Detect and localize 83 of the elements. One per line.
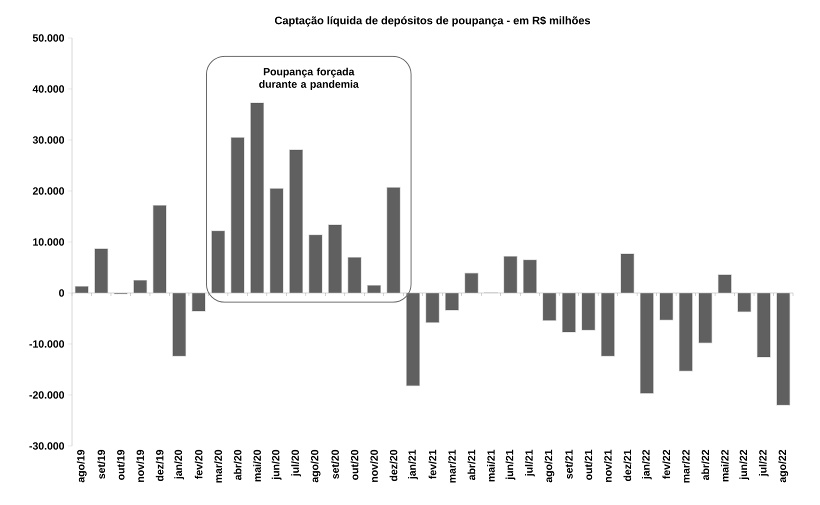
x-tick-label: set/21 bbox=[565, 450, 573, 479]
bar bbox=[464, 272, 478, 294]
bar bbox=[386, 187, 400, 294]
bar bbox=[718, 274, 732, 294]
bar bbox=[698, 292, 712, 344]
x-tick-label: abr/20 bbox=[234, 450, 242, 480]
bar bbox=[172, 292, 186, 357]
x-tick-label: jul/22 bbox=[758, 450, 769, 476]
x-tick-label: jun/20 bbox=[272, 450, 282, 480]
bar bbox=[756, 292, 771, 358]
x-tick-label: mar/22 bbox=[682, 450, 690, 483]
x-tick-label: dez/19 bbox=[156, 450, 164, 482]
bar bbox=[250, 102, 264, 294]
x-tick-label: fev/22 bbox=[662, 450, 670, 479]
x-tick-label: fev/21 bbox=[428, 450, 436, 479]
bar bbox=[600, 292, 615, 357]
x-tick-label: ago/21 bbox=[544, 450, 554, 482]
x-tick-label: nov/20 bbox=[370, 450, 378, 482]
bar bbox=[328, 224, 342, 294]
bar bbox=[74, 286, 89, 294]
y-tick-label: 50.000 bbox=[32, 34, 64, 42]
bar bbox=[133, 280, 148, 294]
x-tick-label: abr/21 bbox=[468, 450, 476, 480]
bar bbox=[581, 292, 596, 331]
x-tick-label: jul/21 bbox=[525, 450, 535, 476]
bar bbox=[152, 204, 167, 294]
bar bbox=[678, 292, 693, 372]
y-tick-label: -30.000 bbox=[29, 442, 64, 450]
x-tick-label: abr/22 bbox=[701, 450, 710, 480]
bar bbox=[776, 292, 790, 406]
chart-title: Captação líquida de depósitos de poupança - em R$ milhões bbox=[274, 16, 590, 26]
annotation: Poupança forçada durante a pandemia bbox=[259, 68, 359, 90]
x-tick-label: jun/21 bbox=[506, 450, 516, 480]
bar bbox=[192, 292, 206, 312]
bar bbox=[426, 292, 440, 323]
x-tick-label: mar/20 bbox=[214, 450, 222, 483]
bar bbox=[640, 292, 654, 394]
x-tick-label: dez/20 bbox=[390, 450, 398, 482]
y-tick-label: 40.000 bbox=[32, 85, 64, 93]
bar bbox=[737, 292, 752, 312]
bar bbox=[211, 230, 226, 294]
bar bbox=[562, 292, 576, 333]
x-tick-label: out/20 bbox=[350, 450, 358, 480]
x-tick-label: fev/20 bbox=[194, 450, 203, 479]
x-tick-label: jul/20 bbox=[291, 450, 301, 476]
x-tick-label: jun/22 bbox=[739, 450, 750, 480]
y-tick-label: 10.000 bbox=[33, 238, 64, 246]
x-tick-label: set/19 bbox=[97, 450, 106, 479]
x-tick-label: mar/21 bbox=[448, 450, 456, 483]
bar bbox=[308, 234, 323, 294]
y-tick-label: 0 bbox=[59, 289, 64, 297]
bar bbox=[406, 292, 420, 386]
x-tick-label: ago/20 bbox=[310, 450, 320, 482]
bar bbox=[659, 292, 674, 320]
bar bbox=[542, 292, 556, 321]
bar bbox=[620, 253, 634, 294]
x-tick-label: jan/22 bbox=[642, 450, 652, 480]
y-tick-label: 30.000 bbox=[32, 136, 64, 144]
x-tick-label: ago/19 bbox=[76, 450, 87, 482]
x-tick-label: mai/20 bbox=[253, 450, 262, 482]
x-tick-label: jan/20 bbox=[174, 450, 184, 480]
bar bbox=[270, 188, 284, 294]
x-tick-label: mai/22 bbox=[720, 450, 729, 482]
x-tick-label: nov/19 bbox=[136, 450, 144, 482]
y-tick-label: -10.000 bbox=[29, 340, 64, 348]
bar bbox=[523, 260, 537, 294]
x-tick-label: mai/21 bbox=[487, 450, 495, 482]
x-tick-label: nov/21 bbox=[604, 450, 612, 482]
x-tick-label: dez/21 bbox=[623, 450, 632, 482]
x-tick-label: set/20 bbox=[331, 450, 339, 479]
bar bbox=[230, 137, 245, 294]
bar bbox=[348, 256, 362, 294]
x-tick-label: out/19 bbox=[116, 450, 125, 480]
bar bbox=[504, 256, 518, 294]
bar bbox=[445, 292, 459, 311]
bar bbox=[94, 248, 108, 294]
x-tick-label: ago/22 bbox=[778, 450, 788, 482]
bar bbox=[367, 285, 381, 294]
bar bbox=[289, 149, 304, 294]
y-tick-label: -20.000 bbox=[29, 391, 64, 399]
x-tick-label: jan/21 bbox=[408, 450, 418, 480]
y-tick-label: 20.000 bbox=[32, 187, 64, 195]
x-tick-label: out/21 bbox=[584, 450, 592, 480]
